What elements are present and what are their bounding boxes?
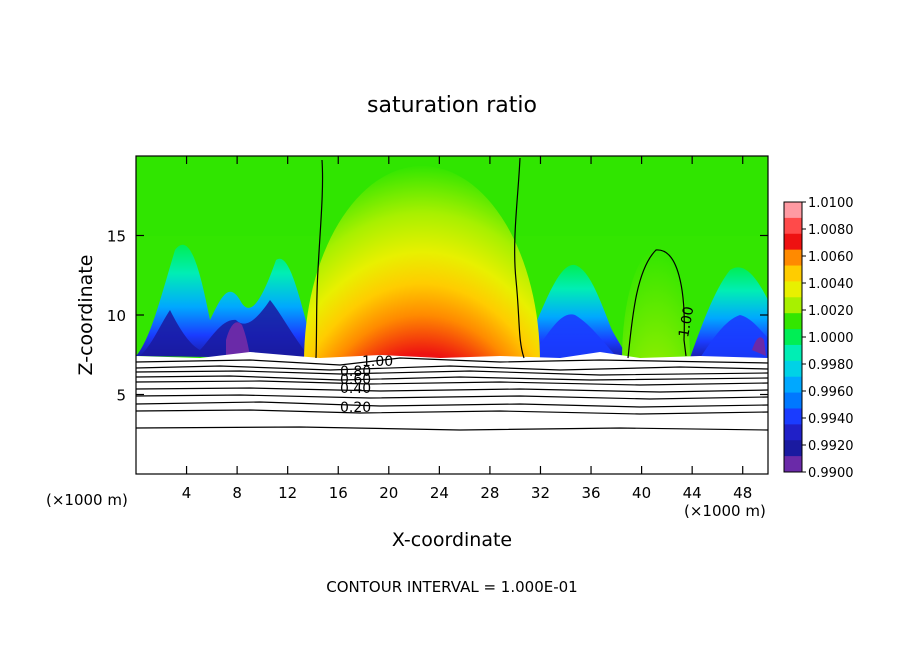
left-plume-purple [226, 322, 250, 356]
x-tick-label: 4 [182, 484, 192, 502]
contour-1.00-cell [627, 249, 687, 359]
far-right-purple [752, 337, 766, 356]
x-axis-ticks: 4 8 12 16 20 24 28 32 36 40 44 48 [182, 156, 752, 502]
contour-interval-note: CONTOUR INTERVAL = 1.000E-01 [326, 578, 577, 596]
colorbar-swatch [784, 297, 802, 314]
colorbar-swatch [784, 424, 802, 441]
chart-title: saturation ratio [367, 93, 537, 118]
colorbar-label: 1.0020 [808, 304, 854, 319]
x-tick-label: 44 [683, 484, 702, 502]
contour-1.00-base [136, 357, 768, 366]
contour-labels: 1.00 0.80 0.60 0.40 0.20 1.00 [340, 305, 697, 416]
colorbar-swatch [784, 440, 802, 457]
colorbar-swatch [784, 329, 802, 346]
colorbar-label: 0.9920 [808, 439, 854, 454]
colorbar-swatch [784, 217, 802, 235]
contour-label-0.20: 0.20 [340, 400, 371, 416]
colorbar-swatch [784, 344, 802, 362]
contour-0.60 [136, 380, 768, 386]
contour-0.80 [136, 370, 768, 376]
colorbar-label: 1.0060 [808, 250, 854, 265]
x-tick-label: 20 [379, 484, 398, 502]
y-tick-label: 15 [107, 228, 126, 246]
y-tick-label: 5 [116, 387, 126, 405]
far-right-core [700, 315, 768, 360]
colorbar-swatch [784, 249, 802, 267]
x-tick-label: 16 [329, 484, 348, 502]
x-tick-label: 40 [632, 484, 651, 502]
contour-label-0.80: 0.80 [340, 364, 371, 380]
contour-label-1.00-cell: 1.00 [676, 305, 697, 338]
colorbar-swatch [784, 456, 802, 473]
contour-0.30 [136, 401, 768, 408]
contour-0.70 [136, 375, 768, 381]
x-tick-label: 36 [581, 484, 600, 502]
contour-0.50 [136, 387, 768, 393]
contour-label-0.60: 0.60 [340, 372, 371, 388]
colorbar-label: 0.9900 [808, 466, 854, 481]
y-axis-ticks: 5 10 15 [107, 228, 768, 405]
x-axis-label: X-coordinate [392, 529, 512, 551]
colorbar-label: 0.9980 [808, 358, 854, 373]
y-tick-label: 10 [107, 307, 126, 325]
x-tick-label: 28 [480, 484, 499, 502]
colorbar-swatch [784, 360, 802, 378]
colorbar-swatch [784, 202, 802, 219]
contour-label-1.00: 1.00 [362, 354, 393, 370]
x-tick-label: 48 [733, 484, 752, 502]
colorbar-label: 1.0000 [808, 331, 854, 346]
right-plume-core [530, 314, 620, 360]
contour-0.90 [136, 365, 768, 371]
contour-1.00-right [514, 157, 525, 359]
x-tick-label: 32 [531, 484, 550, 502]
contour-0.40 [136, 394, 768, 400]
plot-area: 1.00 0.80 0.60 0.40 0.20 1.00 [136, 156, 768, 474]
x-tick-label: 12 [278, 484, 297, 502]
colorbar-swatch [784, 376, 802, 394]
colorbar-label: 1.0040 [808, 277, 854, 292]
left-plume-core [140, 300, 310, 358]
colorbar-label: 1.0080 [808, 223, 854, 238]
contour-1.00-left [315, 159, 324, 359]
y-axis-label: Z-coordinate [75, 255, 97, 376]
colorbar-swatch [784, 233, 802, 251]
contour-0.20 [136, 409, 768, 415]
colorbar-swatch [784, 408, 802, 425]
colorbar-swatch [784, 265, 802, 282]
colorbar-swatch [784, 392, 802, 409]
contour-label-0.40: 0.40 [340, 381, 371, 397]
x-tick-label: 24 [430, 484, 449, 502]
colorbar-swatch [784, 281, 802, 298]
colorbar: 1.0100 1.0080 1.0060 1.0040 1.0020 1.0000 0.99… [783, 196, 854, 481]
contour-lines [136, 157, 768, 431]
colorbar-label: 1.0100 [808, 196, 854, 211]
colorbar-swatch [784, 313, 802, 330]
contour-0.10 [136, 426, 768, 431]
x-unit-left: (×1000 m) [46, 491, 128, 509]
x-unit-right: (×1000 m) [684, 502, 766, 520]
colorbar-label: 0.9940 [808, 412, 854, 427]
x-tick-label: 8 [232, 484, 242, 502]
colorbar-label: 0.9960 [808, 385, 854, 400]
